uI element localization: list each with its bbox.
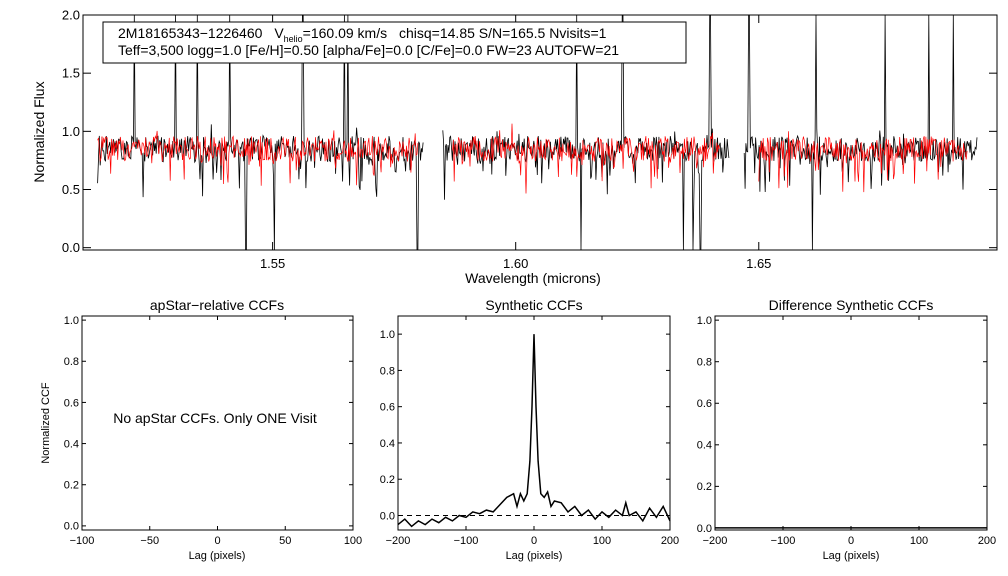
difference-ccf-x-tick-label: −100 [771,535,796,547]
apstar-ccf-y-tick-label: 0.8 [64,356,79,368]
difference-ccf-y-tick-label: 0.4 [697,440,712,452]
synthetic-ccf-panel: Synthetic CCFs −200 −100 0 100 200 0.0 0.2 0.4 0… [380,297,679,562]
apstar-ccf-y-tick-label: 0.4 [64,438,79,450]
apstar-ccf-y-axis-label: Normalized CCF [40,382,52,464]
synthetic-ccf-y-tick-label: 0.2 [380,474,395,486]
spectrum-y-tick-label: 0.5 [62,182,80,197]
vhelio-label: V [274,25,284,41]
difference-ccf-y-tick-label: 0.8 [697,357,712,369]
synthetic-ccf-x-axis-label: Lag (pixels) [506,550,563,562]
synthetic-ccf-y-tick-label: 0.6 [380,402,395,414]
spectrum-series-group [97,14,978,251]
synthetic-ccf-x-tick-label: 100 [593,535,611,547]
difference-ccf-panel: Difference Synthetic CCFs −200 −100 0 100 20… [697,297,996,562]
synthetic-ccf-x-tick-label: −100 [454,535,479,547]
synthetic-ccf-x-tick-label: −200 [386,535,411,547]
info-line-2: Teff=3,500 logg=1.0 [Fe/H]=0.50 [alpha/F… [118,42,619,58]
difference-ccf-x-axis-label: Lag (pixels) [823,550,880,562]
spectrum-x-tick-label: 1.55 [260,256,285,271]
difference-ccf-x-tick-label: 100 [910,535,928,547]
synthetic-ccf-y-tick-label: 0.8 [380,365,395,377]
synthetic-ccf-title: Synthetic CCFs [485,297,582,313]
spectrum-x-axis-label: Wavelength (microns) [465,270,601,286]
difference-ccf-y-tick-label: 0.6 [697,398,712,410]
apstar-ccf-x-tick-label: −100 [70,535,95,547]
synthetic-ccf-line [397,334,671,528]
fit-stats: chisq=14.85 S/N=165.5 Nvisits=1 [399,25,607,41]
difference-ccf-x-tick-label: −200 [703,535,728,547]
spectrum-plot-frame [82,14,998,251]
info-box-frame [102,21,687,64]
apstar-ccf-x-tick-label: 50 [279,535,291,547]
spectrum-y-axis-label: Normalized Flux [31,81,47,182]
vhelio-subscript: helio [284,34,303,44]
spectrum-panel: 1.55 1.60 1.65 0.0 0.5 1.0 1.5 2.0 2M18165343−1… [31,8,998,286]
difference-ccf-x-tick-label: 200 [978,535,996,547]
difference-ccf-y-tick-label: 0.0 [697,523,712,535]
spectrum-y-tick-label: 1.0 [62,124,80,139]
synthetic-ccf-series-group [397,334,671,528]
apstar-ccf-y-tick-label: 1.0 [64,315,79,327]
difference-ccf-ticks: −200 −100 0 100 200 0.0 0.2 0.4 0.6 0.8 1.0 [697,315,996,547]
star-id: 2M18165343−1226460 [118,25,263,41]
difference-ccf-title: Difference Synthetic CCFs [769,297,934,313]
spectrum-y-tick-label: 2.0 [62,8,80,23]
spectrum-y-tick-label: 1.5 [62,66,80,81]
difference-ccf-x-tick-label: 0 [848,535,854,547]
apstar-ccf-x-tick-label: 0 [214,535,220,547]
synthetic-ccf-y-tick-label: 0.4 [380,438,395,450]
apstar-ccf-x-axis-label: Lag (pixels) [189,550,246,562]
synthetic-ccf-x-tick-label: 200 [661,535,679,547]
vhelio-value: =160.09 km/s [303,25,387,41]
apstar-ccf-y-tick-label: 0.6 [64,397,79,409]
apstar-ccf-y-tick-label: 0.0 [64,521,79,533]
spectrum-y-tick-label: 0.0 [62,240,80,255]
difference-ccf-y-tick-label: 0.2 [697,481,712,493]
synthetic-ccf-y-tick-label: 0.0 [380,510,395,522]
spectrum-x-tick-label: 1.60 [503,256,528,271]
synthetic-ccf-ticks: −200 −100 0 100 200 0.0 0.2 0.4 0.6 0.8 1.0 [380,316,679,547]
spectrum-info-box: 2M18165343−1226460 Vhelio=160.09 km/s ch… [102,21,687,64]
spectrum-ticks: 1.55 1.60 1.65 0.0 0.5 1.0 1.5 2.0 [62,8,997,271]
model-spectrum-line [97,123,968,194]
apstar-ccf-note: No apStar CCFs. Only ONE Visit [113,410,317,426]
apstar-ccf-title: apStar−relative CCFs [150,297,284,313]
apstar-ccf-ticks: −100 −50 0 50 100 0.0 0.2 0.4 0.6 0.8 1.0 [64,315,362,547]
difference-ccf-y-tick-label: 1.0 [697,315,712,327]
apstar-ccf-x-tick-label: −50 [140,535,159,547]
apstar-ccf-y-tick-label: 0.2 [64,480,79,492]
spectrum-x-tick-label: 1.65 [746,256,771,271]
info-line-1: 2M18165343−1226460 Vhelio=160.09 km/s ch… [118,25,607,44]
synthetic-ccf-x-tick-label: 0 [531,535,537,547]
difference-ccf-plot-frame [714,315,988,531]
apstar-ccf-x-tick-label: 100 [344,535,362,547]
apstar-ccf-panel: apStar−relative CCFs −100 −50 0 50 100 0.0 0.2… [40,297,362,562]
synthetic-ccf-y-tick-label: 1.0 [380,329,395,341]
